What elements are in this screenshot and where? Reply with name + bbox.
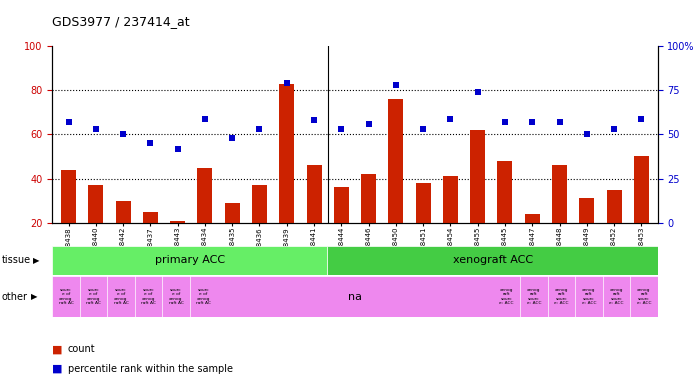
Text: count: count (68, 344, 95, 354)
Bar (327, 246, 658, 275)
Text: GDS3977 / 237414_at: GDS3977 / 237414_at (52, 15, 190, 28)
Text: ■: ■ (52, 364, 66, 374)
Text: ■: ■ (52, 344, 66, 354)
Text: sourc
e of
xenog
raft AC: sourc e of xenog raft AC (86, 288, 101, 305)
Point (227, 135, 238, 141)
Text: sourc
e of
xenog
raft AC: sourc e of xenog raft AC (196, 288, 211, 305)
Bar (88, 185, 103, 223)
Point (281, 80, 292, 86)
Text: tissue: tissue (1, 255, 31, 265)
Bar (607, 190, 622, 223)
Bar (634, 157, 649, 223)
Point (172, 146, 183, 152)
Bar (225, 203, 239, 223)
Bar (334, 187, 349, 223)
Text: percentile rank within the sample: percentile rank within the sample (68, 364, 232, 374)
Bar (252, 185, 267, 223)
Point (118, 131, 129, 137)
Text: sourc
e of
xenog
raft AC: sourc e of xenog raft AC (168, 288, 184, 305)
Bar (443, 176, 458, 223)
Point (199, 116, 210, 122)
Point (608, 126, 619, 132)
Bar (470, 130, 485, 223)
Point (418, 126, 429, 132)
Point (635, 116, 647, 122)
Bar (416, 183, 431, 223)
Bar (361, 174, 376, 223)
Text: sourc
e of
xenog
raft AC: sourc e of xenog raft AC (113, 288, 129, 305)
Point (363, 121, 374, 127)
Bar (552, 166, 567, 223)
Text: primary ACC: primary ACC (155, 255, 225, 265)
Point (390, 82, 402, 88)
Bar (498, 161, 512, 223)
Bar (116, 200, 131, 223)
Text: xenog
raft
sourc
e: ACC: xenog raft sourc e: ACC (609, 288, 624, 305)
Text: sourc
e of
xenog
raft AC: sourc e of xenog raft AC (58, 288, 73, 305)
Bar (279, 84, 294, 223)
Text: ▶: ▶ (33, 256, 40, 265)
Point (581, 131, 592, 137)
Bar (388, 99, 404, 223)
Bar (579, 199, 594, 223)
Text: other: other (1, 291, 27, 302)
Point (335, 126, 347, 132)
Text: xenograft ACC: xenograft ACC (452, 255, 532, 265)
Text: xenog
raft
sourc
e: ACC: xenog raft sourc e: ACC (582, 288, 596, 305)
Text: xenog
raft
sourc
e: ACC: xenog raft sourc e: ACC (554, 288, 569, 305)
Point (254, 126, 265, 132)
Bar (198, 167, 212, 223)
Point (308, 117, 319, 123)
Point (472, 89, 483, 95)
Bar (306, 166, 322, 223)
Point (527, 119, 538, 125)
Point (90, 126, 102, 132)
Text: xenog
raft
sourc
e: ACC: xenog raft sourc e: ACC (637, 288, 651, 305)
Bar (170, 220, 185, 223)
Bar (52, 246, 327, 275)
Bar (525, 214, 540, 223)
Point (145, 140, 156, 146)
Point (554, 119, 565, 125)
Point (63, 119, 74, 125)
Bar (61, 170, 76, 223)
Text: na: na (348, 291, 362, 302)
Text: ▶: ▶ (31, 292, 38, 301)
Text: xenog
raft
sourc
e: ACC: xenog raft sourc e: ACC (527, 288, 541, 305)
Point (445, 116, 456, 122)
Point (500, 119, 511, 125)
Text: sourc
e of
xenog
raft AC: sourc e of xenog raft AC (141, 288, 156, 305)
Text: xenog
raft
sourc
e: ACC: xenog raft sourc e: ACC (499, 288, 514, 305)
Bar (143, 212, 158, 223)
